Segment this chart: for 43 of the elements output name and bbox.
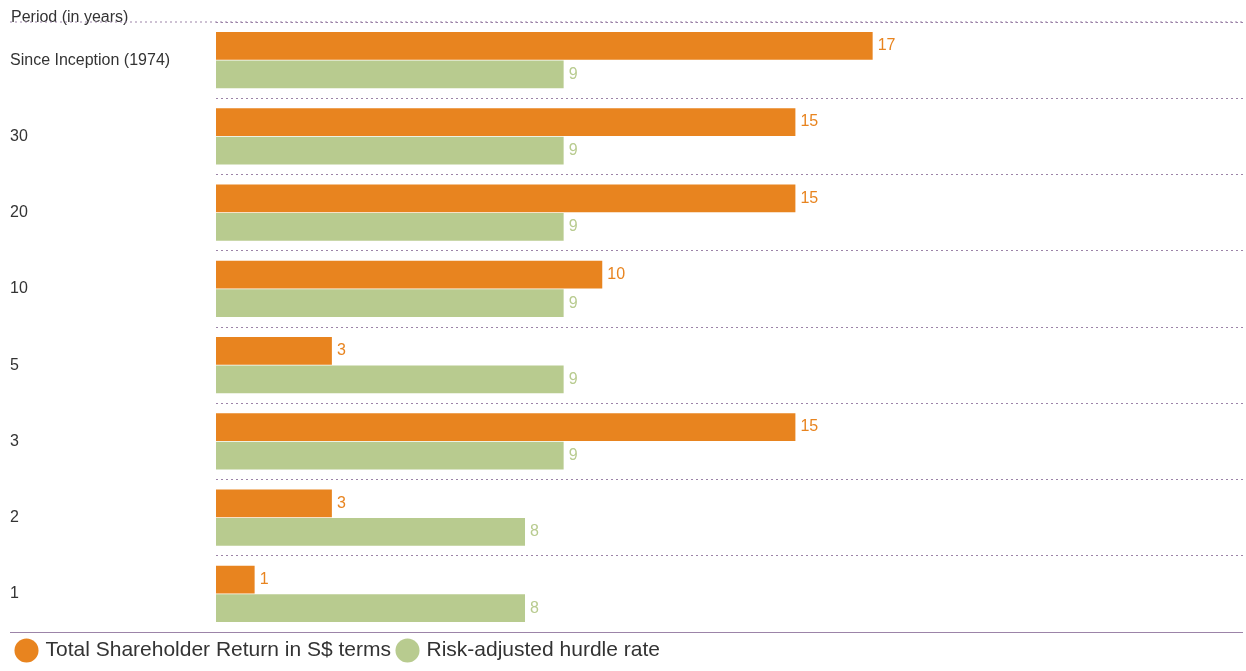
data-label: 9 [568, 141, 578, 159]
bar [216, 31, 873, 60]
y-tick-label: Since Inception (1974) [10, 50, 171, 68]
bar [216, 441, 564, 470]
y-tick-label: 2 [10, 508, 19, 526]
y-tick-label: 10 [10, 279, 28, 297]
data-label: 9 [568, 64, 578, 82]
data-label: 8 [530, 598, 540, 616]
bar [216, 518, 526, 546]
bar [216, 594, 526, 623]
legend-label: Risk-adjusted hurdle rate [426, 637, 660, 661]
bar [216, 365, 564, 394]
data-label: 17 [877, 36, 896, 54]
data-label: 3 [336, 493, 346, 511]
y-tick-label: 30 [10, 126, 28, 144]
y-axis-title: Period (in years) [11, 8, 129, 26]
data-label: 9 [568, 446, 578, 464]
bar [216, 565, 255, 594]
data-label: 15 [800, 112, 819, 130]
bar [216, 108, 796, 136]
bar [216, 289, 564, 318]
bar [216, 213, 564, 241]
data-label: 9 [568, 293, 578, 311]
bar [216, 489, 332, 518]
bar [216, 260, 603, 289]
bar [216, 336, 332, 365]
legend-label: Total Shareholder Return in S$ terms [45, 637, 392, 661]
data-label: 10 [607, 264, 626, 282]
y-tick-label: 20 [10, 203, 28, 221]
data-label: 15 [800, 188, 819, 206]
y-tick-label: 3 [10, 431, 19, 449]
bar [216, 136, 564, 165]
data-label: 15 [800, 417, 819, 435]
y-tick-label: 5 [10, 355, 19, 373]
bar [216, 184, 796, 213]
data-label: 8 [530, 522, 540, 540]
bar [216, 60, 564, 89]
data-label: 9 [568, 369, 578, 387]
data-label: 1 [259, 569, 269, 587]
data-label: 3 [336, 341, 346, 359]
y-tick-label: 1 [10, 584, 19, 602]
data-label: 9 [568, 217, 578, 235]
bar [216, 413, 796, 441]
